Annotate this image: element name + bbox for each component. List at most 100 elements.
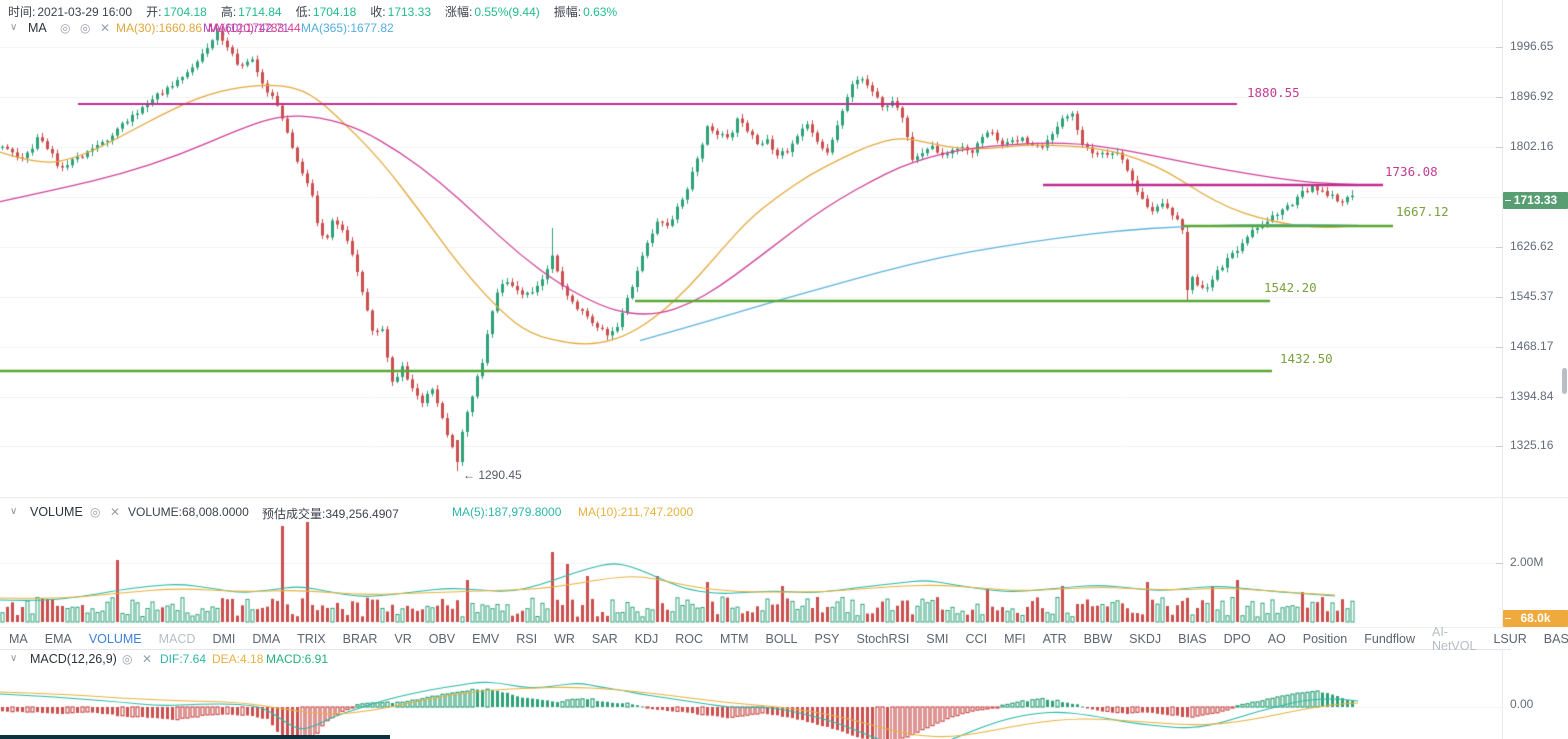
indicator-tab-ema[interactable]: EMA — [44, 631, 72, 646]
price-tick-dash — [1496, 446, 1503, 447]
indicator-tab-emv[interactable]: EMV — [472, 631, 500, 646]
dif-value: DIF:7.64 — [160, 652, 207, 666]
indicator-tab-cci[interactable]: CCI — [965, 631, 988, 646]
current-volume-badge: 68.0k — [1503, 609, 1568, 627]
level-line-label[interactable]: 1736.08 — [1385, 164, 1438, 179]
segment-value: 2021-03-29 16:00 — [37, 5, 133, 19]
macd-value: MACD:6.91 — [266, 652, 329, 666]
right-scrollbar-thumb[interactable] — [1562, 368, 1567, 394]
pane-resize-divider-1[interactable] — [0, 497, 1568, 498]
close-icon[interactable]: ✕ — [142, 652, 153, 666]
indicator-tab-brar[interactable]: BRAR — [342, 631, 378, 646]
indicator-tab-atr[interactable]: ATR — [1042, 631, 1067, 646]
level-line-label[interactable]: 1667.12 — [1396, 204, 1449, 219]
ma120-value: MA(120):1783.44 — [208, 21, 301, 35]
indicator-tab-lsur[interactable]: LSUR — [1493, 631, 1527, 646]
settings-icon[interactable]: ◎ — [90, 505, 101, 519]
indicator-tab-volume[interactable]: VOLUME — [88, 631, 142, 646]
price-tick-dash — [1496, 397, 1503, 398]
indicator-tab-dma[interactable]: DMA — [252, 631, 281, 646]
collapse-chevron-icon[interactable]: ∨ — [10, 653, 18, 664]
indicator-tab-ai-netvol[interactable]: AI-NetVOL — [1431, 624, 1477, 653]
indicator-tab-ao[interactable]: AO — [1267, 631, 1286, 646]
indicator-tab-smi[interactable]: SMI — [926, 631, 949, 646]
volume-axis-tick: 2.00M — [1510, 555, 1544, 569]
price-tick-dash — [1496, 47, 1503, 48]
price-tick-label: 1325.16 — [1510, 438, 1554, 452]
price-tick-dash — [1496, 147, 1503, 148]
indicator-tab-stochrsi[interactable]: StochRSI — [856, 631, 910, 646]
indicator-tab-rsi[interactable]: RSI — [516, 631, 538, 646]
ohlc-segment: 开: 1704.18 — [146, 3, 207, 20]
price-tick-label: 1896.92 — [1510, 89, 1554, 103]
indicator-tabs-bar: MA EMA VOLUME MACD DMI DMA TRIX BRAR VR OBV EMV RSI… — [0, 624, 1568, 653]
level-line-label[interactable]: 1432.50 — [1280, 351, 1333, 366]
ohlc-segment: 振幅: 0.63% — [554, 3, 617, 20]
indicator-tab-macd[interactable]: MACD — [158, 631, 196, 646]
price-tick-label: 1996.65 — [1510, 39, 1554, 53]
indicator-tab-dpo[interactable]: DPO — [1223, 631, 1251, 646]
volume-ma10-value: MA(10):211,747.2000 — [578, 505, 694, 519]
price-tick-label: 1626.62 — [1510, 239, 1554, 253]
indicator-tab-position[interactable]: Position — [1302, 631, 1348, 646]
price-tick-dash — [1496, 347, 1503, 348]
indicator-tab-boll[interactable]: BOLL — [765, 631, 798, 646]
price-tick-label: 1802.16 — [1510, 139, 1554, 153]
ohlc-segment: 低: 1704.18 — [296, 3, 357, 20]
indicator-tab-psy[interactable]: PSY — [814, 631, 840, 646]
level-line-label[interactable]: 1880.55 — [1247, 85, 1300, 100]
dea-value: DEA:4.18 — [212, 652, 264, 666]
indicator-tab-wr[interactable]: WR — [554, 631, 575, 646]
indicator-tab-kdj[interactable]: KDJ — [634, 631, 659, 646]
indicator-name: MA — [28, 21, 47, 35]
volume-axis-tick-dash — [1496, 563, 1503, 564]
indicator-tab-mfi[interactable]: MFI — [1004, 631, 1026, 646]
price-tick-dash — [1496, 247, 1503, 248]
segment-label: 时间: — [8, 5, 36, 19]
indicator-tab-bias[interactable]: BIAS — [1178, 631, 1207, 646]
indicator-tab-roc[interactable]: ROC — [675, 631, 704, 646]
segment-label: 涨幅: — [445, 5, 473, 19]
level-line-label[interactable]: 1542.20 — [1264, 280, 1317, 295]
segment-value: 0.63% — [583, 5, 618, 19]
close-icon[interactable]: ✕ — [110, 505, 121, 519]
segment-value: 1714.84 — [238, 5, 282, 19]
visibility-icon[interactable]: ◎ — [60, 21, 71, 35]
indicator-tab-mtm[interactable]: MTM — [720, 631, 749, 646]
indicator-tab-bbw[interactable]: BBW — [1083, 631, 1113, 646]
segment-label: 低: — [295, 5, 311, 19]
indicator-tab-vr[interactable]: VR — [394, 631, 412, 646]
segment-value: 1713.33 — [387, 5, 432, 19]
segment-value: 1704.18 — [312, 5, 357, 19]
settings-icon[interactable]: ◎ — [122, 652, 133, 666]
volume-ma5-value: MA(5):187,979.8000 — [452, 505, 562, 519]
indicator-tab-trix[interactable]: TRIX — [297, 631, 326, 646]
ohlc-segment: 时间: 2021-03-29 16:00 — [8, 3, 132, 20]
indicator-tab-sar[interactable]: SAR — [591, 631, 618, 646]
indicator-name: VOLUME — [30, 505, 83, 519]
macd-axis-tick: 0.00 — [1510, 697, 1534, 711]
price-tick-label: 1394.84 — [1510, 389, 1554, 403]
segment-label: 振幅: — [553, 5, 582, 19]
segment-label: 开: — [146, 5, 162, 19]
price-tick-dash — [1496, 297, 1503, 298]
indicator-tab-basis[interactable]: BASIS — [1543, 631, 1568, 646]
settings-icon[interactable]: ◎ — [80, 21, 91, 35]
close-icon[interactable]: ✕ — [100, 21, 111, 35]
segment-label: 收: — [370, 5, 386, 19]
indicator-tab-fundflow[interactable]: Fundflow — [1364, 631, 1415, 646]
ohlc-segment: 高: 1714.84 — [221, 3, 282, 20]
segment-label: 高: — [220, 5, 237, 19]
collapse-chevron-icon[interactable]: ∨ — [10, 506, 18, 517]
current-price-badge: 1713.33 — [1503, 191, 1568, 209]
indicator-tab-skdj[interactable]: SKDJ — [1129, 631, 1162, 646]
bottom-scrollbar[interactable] — [0, 735, 390, 739]
ohlc-info-bar: 时间: 2021-03-29 16:00 开: 1704.18 高: 1714.84 低: 1… — [8, 3, 631, 20]
indicator-tab-ma[interactable]: MA — [9, 631, 28, 646]
indicator-tab-obv[interactable]: OBV — [428, 631, 456, 646]
ohlc-segment: 涨幅: 0.55%(9.44) — [445, 3, 540, 20]
indicator-tab-dmi[interactable]: DMI — [212, 631, 236, 646]
collapse-chevron-icon[interactable]: ∨ — [10, 22, 18, 33]
